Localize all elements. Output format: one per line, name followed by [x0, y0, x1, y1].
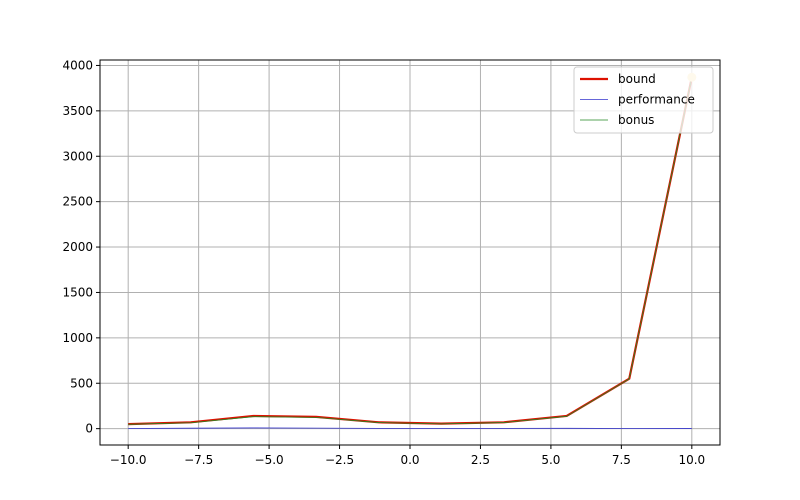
x-tick-label: 10.0 — [678, 453, 705, 467]
legend: bound performance bonus — [573, 66, 714, 134]
x-tick-label: −2.5 — [325, 453, 354, 467]
x-tick-label: 2.5 — [471, 453, 490, 467]
y-tick-label: 500 — [70, 376, 93, 390]
x-tick-label: −5.0 — [255, 453, 284, 467]
x-tick-label: 5.0 — [541, 453, 560, 467]
y-tick-label: 2000 — [62, 240, 93, 254]
series-line-bonus — [128, 77, 693, 425]
x-tick-label: −10.0 — [110, 453, 147, 467]
y-tick-label: 1000 — [62, 331, 93, 345]
y-tick-label: 4000 — [62, 58, 93, 72]
y-tick-label: 2500 — [62, 195, 93, 209]
legend-label-bound: bound — [618, 72, 656, 86]
y-tick-label: 1500 — [62, 285, 93, 299]
series-line-performance — [128, 427, 692, 429]
y-tick-label: 3500 — [62, 104, 93, 118]
legend-box — [573, 66, 714, 134]
ticks: −10.0 −7.5 −5.0 −2.5 0.0 2.5 5.0 7.5 10.0 0 500 100… — [62, 58, 705, 467]
y-tick-label: 0 — [85, 422, 93, 436]
x-tick-label: 7.5 — [612, 453, 631, 467]
x-tick-label: −7.5 — [184, 453, 213, 467]
legend-label-bonus: bonus — [618, 113, 654, 127]
grid — [100, 60, 720, 445]
y-tick-label: 3000 — [62, 149, 93, 163]
legend-label-performance: performance — [618, 93, 695, 107]
x-tick-label: 0.0 — [400, 453, 419, 467]
